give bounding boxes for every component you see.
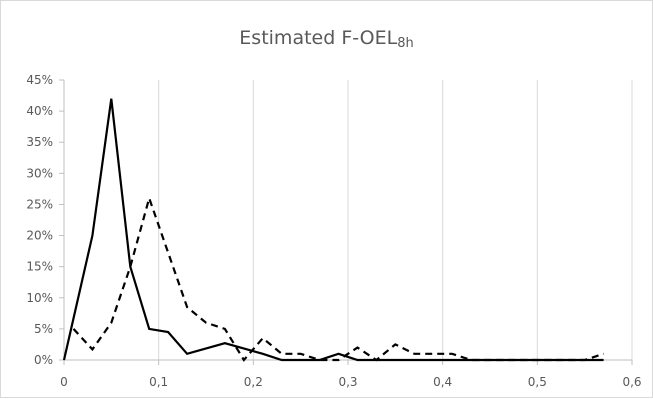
x-tick-label: 0,4 — [433, 375, 452, 389]
x-tick-label: 0,6 — [622, 375, 641, 389]
y-tick-label: 30% — [26, 166, 53, 180]
chart-title-subscript: 8h — [397, 36, 414, 51]
solid-series-line — [62, 98, 604, 362]
chart-title-text: Estimated F-OEL — [239, 27, 398, 49]
y-tick-label: 45% — [26, 73, 53, 87]
y-tick-label: 40% — [26, 104, 53, 118]
y-tick-label: 20% — [26, 229, 53, 243]
y-tick-label: 15% — [26, 260, 53, 274]
y-tick-label: 5% — [34, 322, 53, 336]
dashed-series-line — [72, 194, 604, 362]
y-tick-label: 35% — [26, 135, 53, 149]
x-tick-label: 0,5 — [528, 375, 547, 389]
x-tick-label: 0,1 — [149, 375, 168, 389]
chart-title: Estimated F-OEL8h — [1, 27, 652, 51]
x-tick-label: 0,3 — [338, 375, 357, 389]
x-tick-label: 0 — [60, 375, 68, 389]
y-tick-label: 0% — [34, 353, 53, 367]
y-tick-label: 10% — [26, 291, 53, 305]
y-tick-label: 25% — [26, 197, 53, 211]
x-tick-label: 0,2 — [244, 375, 263, 389]
